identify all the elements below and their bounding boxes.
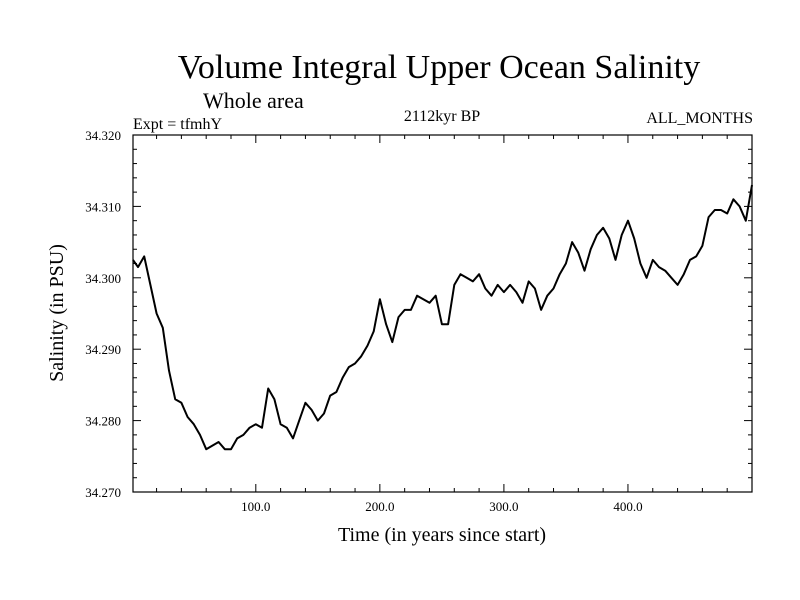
salinity-series-line bbox=[132, 184, 753, 451]
y-tick-label: 34.300 bbox=[85, 271, 121, 286]
y-axis-label: Salinity (in PSU) bbox=[46, 244, 68, 382]
y-tick-label: 34.270 bbox=[85, 485, 121, 500]
months-label: ALL_MONTHS bbox=[646, 110, 753, 127]
chart-subtitle: Whole area bbox=[203, 88, 304, 113]
chart-title: Volume Integral Upper Ocean Salinity bbox=[178, 49, 700, 86]
y-tick-label: 34.310 bbox=[85, 199, 121, 214]
x-tick-label: 200.0 bbox=[365, 499, 394, 514]
y-axis: 34.270 34.280 34.290 34.300 34.310 34.320 bbox=[85, 128, 752, 500]
y-tick-label: 34.290 bbox=[85, 342, 121, 357]
x-tick-label: 100.0 bbox=[241, 499, 270, 514]
experiment-label: Expt = tfmhY bbox=[133, 116, 222, 133]
x-tick-label: 300.0 bbox=[489, 499, 518, 514]
y-tick-label: 34.320 bbox=[85, 128, 121, 143]
x-tick-label: 400.0 bbox=[613, 499, 642, 514]
period-label: 2112kyr BP bbox=[404, 108, 480, 125]
x-axis: 100.0 200.0 300.0 400.0 bbox=[156, 135, 728, 514]
x-axis-label: Time (in years since start) bbox=[338, 524, 546, 546]
plot-frame bbox=[132, 134, 753, 493]
y-tick-label: 34.280 bbox=[85, 414, 121, 429]
